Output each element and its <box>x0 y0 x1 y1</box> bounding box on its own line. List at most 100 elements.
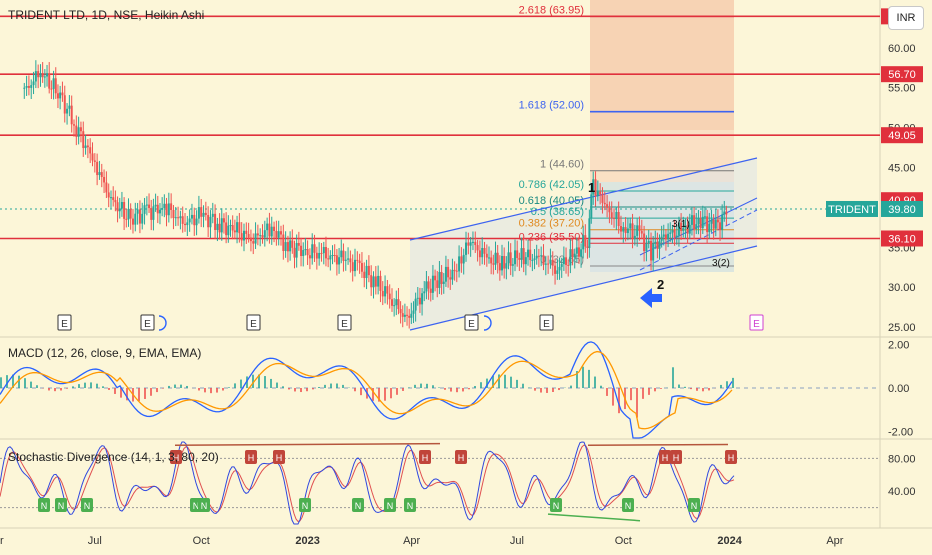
candle-body <box>144 205 146 214</box>
candle-body <box>538 256 540 257</box>
candle-body <box>432 276 434 293</box>
macd-histogram-bar <box>678 385 680 388</box>
candle-body <box>458 256 460 271</box>
bearish-divergence-line <box>588 444 728 445</box>
macd-histogram-bar <box>468 388 470 389</box>
macd-histogram-bar <box>558 388 560 390</box>
candle-body <box>266 224 268 231</box>
candle-body <box>334 255 336 256</box>
candle-body <box>311 244 313 258</box>
candle-body <box>46 73 48 76</box>
candle-body <box>613 218 615 219</box>
dividend-icon <box>484 316 491 330</box>
candle-body <box>441 272 443 284</box>
candle-body <box>717 219 719 222</box>
candle-body <box>64 95 66 113</box>
candle-body <box>92 153 94 160</box>
macd-histogram-bar <box>318 387 320 388</box>
candle-body <box>55 78 57 93</box>
candle-body <box>245 231 247 234</box>
candle-body <box>23 88 25 89</box>
candle-body <box>721 214 723 229</box>
bullish-signal-label: N <box>625 501 632 511</box>
candle-body <box>384 286 386 296</box>
candle-body <box>209 217 211 227</box>
candle-body <box>189 219 191 223</box>
macd-histogram-bar <box>312 388 314 389</box>
candle-body <box>386 286 388 293</box>
candle-body <box>48 73 50 88</box>
candle-body <box>196 219 198 226</box>
candle-body <box>514 250 516 264</box>
candle-body <box>114 200 116 202</box>
currency-button[interactable]: INR <box>888 6 924 30</box>
earnings-marker-label: E <box>144 319 151 330</box>
earnings-marker-label: E <box>61 319 68 330</box>
bearish-signal-label: H <box>458 453 465 463</box>
candle-body <box>373 276 375 287</box>
candle-body <box>565 257 567 265</box>
macd-histogram-bar <box>504 375 506 388</box>
candle-body <box>94 160 96 161</box>
candle-body <box>377 276 379 287</box>
macd-histogram-bar <box>606 388 608 396</box>
candle-body <box>146 205 148 206</box>
macd-histogram-bar <box>444 388 446 390</box>
candle-body <box>61 93 63 96</box>
candle-body <box>159 210 161 214</box>
candle-body <box>134 214 136 225</box>
candle-body <box>529 250 531 260</box>
macd-histogram-bar <box>264 376 266 388</box>
candle-body <box>207 215 209 227</box>
candle-body <box>588 218 590 248</box>
candle-body <box>638 225 640 231</box>
candle-body <box>582 235 584 249</box>
candle-body <box>161 208 163 210</box>
candle-body <box>586 247 588 248</box>
candle-body <box>510 252 512 265</box>
macd-histogram-bar <box>282 386 284 388</box>
candle-body <box>425 281 427 291</box>
candle-body <box>82 131 84 148</box>
candle-body <box>503 256 505 269</box>
candle-body <box>103 177 105 182</box>
macd-histogram-bar <box>654 388 656 391</box>
candle-body <box>501 256 503 270</box>
candle-body <box>552 260 554 266</box>
macd-histogram-bar <box>414 385 416 388</box>
candle-body <box>241 233 243 240</box>
macd-histogram-bar <box>570 386 572 388</box>
candle-body <box>166 204 168 215</box>
candle-body <box>293 248 295 258</box>
candle-body <box>643 234 645 251</box>
bearish-divergence-line <box>175 444 440 446</box>
macd-histogram-bar <box>306 388 308 391</box>
candle-body <box>410 314 412 318</box>
candle-body <box>574 254 576 258</box>
candle-body <box>287 242 289 251</box>
candle-body <box>556 270 558 274</box>
candle-body <box>584 235 586 246</box>
candle-body <box>361 263 363 272</box>
candle-body <box>710 220 712 224</box>
candle-body <box>379 276 381 291</box>
candle-body <box>264 230 266 237</box>
candle-body <box>255 233 257 243</box>
candle-body <box>80 127 82 131</box>
candle-body <box>470 242 472 245</box>
candle-body <box>620 226 622 232</box>
candle-body <box>611 212 613 218</box>
macd-histogram-bar <box>198 388 200 390</box>
candle-body <box>66 109 68 114</box>
macd-histogram-bar <box>546 388 548 393</box>
candle-body <box>243 231 245 241</box>
candle-body <box>332 255 334 256</box>
macd-histogram-bar <box>324 385 326 388</box>
candle-body <box>516 250 518 258</box>
candle-body <box>236 222 238 232</box>
macd-histogram-bar <box>18 376 20 388</box>
candle-body <box>363 272 365 278</box>
candle-body <box>349 258 351 262</box>
candle-body <box>393 305 395 306</box>
